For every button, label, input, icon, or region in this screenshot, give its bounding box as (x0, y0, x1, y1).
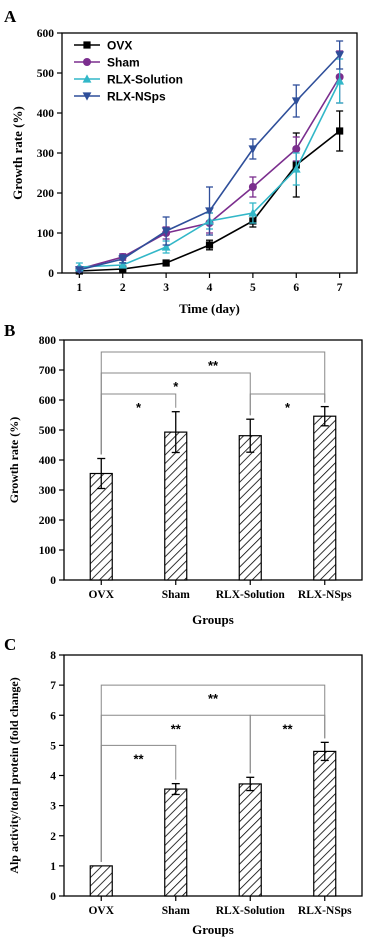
panel-c-x-tick-label: OVX (88, 905, 114, 917)
data-point-rlx-nsps (74, 266, 84, 275)
panel-a-x-tick-label: 7 (337, 282, 343, 294)
panel-c-x-tick-label: Sham (162, 905, 191, 917)
panel-a-y-tick-label: 300 (37, 148, 55, 160)
legend-marker-sham (83, 58, 91, 66)
panel-b-significance-label: * (136, 400, 142, 415)
legend-label-sham: Sham (107, 56, 140, 70)
panel-b-bar-rlx-nsps (313, 415, 337, 581)
panel-a-y-tick-label: 600 (37, 28, 55, 40)
data-point-rlx-nsps (161, 227, 171, 236)
panel-c-y-axis-label: Alp activity/total protein (fold change) (7, 677, 21, 873)
data-point-rlx-nsps (291, 97, 301, 106)
panel-b-y-tick-label: 800 (39, 335, 57, 347)
panel-c-bar-chart: C 0 1 2 3 4 5 6 7 8 OVX Sham RLX-Solution RLX-NSps Gro… (4, 635, 363, 937)
panel-b-bar-rlx-solution (238, 435, 262, 581)
data-point-rlx-nsps (248, 145, 258, 154)
panel-b-significance-label: * (285, 400, 291, 415)
legend-marker-rlx-nsps (82, 92, 92, 101)
panel-c-x-tick-label: RLX-Solution (216, 905, 286, 917)
data-point-rlx-solution (291, 164, 301, 173)
panel-b-significance-label: ** (208, 358, 219, 373)
panel-c-significance-label: ** (208, 691, 219, 706)
legend-label-rlx-solution: RLX-Solution (107, 73, 183, 87)
panel-c-bar-sham (164, 788, 188, 897)
panel-c-letter: C (4, 635, 16, 654)
panel-c-y-tick-label: 1 (50, 861, 56, 873)
panel-c-bar-ovx (89, 865, 113, 897)
series-line-rlx-solution (79, 80, 341, 268)
panel-b-x-tick-label: RLX-NSps (298, 589, 352, 601)
panel-b-x-tick-label: OVX (88, 589, 114, 601)
panel-a-y-tick-label: 400 (37, 108, 55, 120)
panel-b-x-tick-label: RLX-Solution (216, 589, 286, 601)
panel-b-y-tick-label: 300 (39, 485, 57, 497)
data-point-rlx-solution (161, 242, 171, 251)
panel-c-significance-label: ** (171, 721, 182, 736)
panel-b-bar-sham (164, 431, 188, 581)
data-point-rlx-solution (248, 208, 258, 217)
data-point-sham (248, 183, 257, 191)
panel-b-y-tick-label: 100 (39, 545, 57, 557)
panel-c-y-tick-label: 8 (50, 650, 56, 662)
panel-c-significance-label: ** (282, 721, 293, 736)
data-point-rlx-solution (118, 260, 128, 269)
panel-a-x-tick-label: 4 (207, 282, 213, 294)
data-point-ovx (119, 265, 127, 273)
panel-b-y-tick-label: 700 (39, 365, 57, 377)
panel-c-bar-rlx-nsps (313, 750, 337, 897)
data-point-rlx-solution (335, 76, 345, 85)
data-point-ovx (162, 259, 170, 267)
data-point-rlx-nsps (205, 207, 214, 216)
panel-c-significance-bracket (100, 684, 326, 862)
panel-a-y-tick-label: 100 (37, 228, 55, 240)
panel-a-x-axis-label: Time (day) (179, 301, 240, 316)
panel-a-y-tick-label: 500 (37, 68, 55, 80)
panel-a-x-tick-label: 6 (293, 282, 299, 294)
panel-b-y-tick-label: 400 (39, 455, 57, 467)
panel-b-y-axis-label: Growth rate (%) (7, 417, 21, 503)
panel-a-x-tick-label: 3 (163, 282, 169, 294)
legend-label-ovx: OVX (107, 39, 132, 53)
data-point-ovx (336, 127, 344, 135)
panel-b-bar-chart: B 0 100 200 300 400 500 600 700 800 OVX Sham RLX-Sol… (4, 321, 363, 627)
panel-a-x-tick-label: 2 (120, 282, 126, 294)
data-point-ovx (205, 241, 214, 249)
panel-a-y-axis-label: Growth rate (%) (10, 106, 25, 200)
legend-marker-rlx-solution (82, 74, 92, 83)
legend-label-rlx-nsps: RLX-NSps (107, 90, 166, 104)
panel-c-y-tick-label: 6 (50, 710, 56, 722)
panel-c-significance-label: ** (133, 751, 144, 766)
panel-c-y-tick-label: 3 (50, 801, 56, 813)
panel-c-y-tick-label: 7 (50, 680, 56, 692)
panel-b-y-tick-label: 500 (39, 425, 57, 437)
panel-c-y-tick-label: 4 (50, 771, 56, 783)
panel-b-significance-bracket (100, 351, 326, 455)
panel-c-x-axis-label: Groups (192, 922, 234, 937)
panel-b-significance-label: * (173, 379, 179, 394)
data-point-sham (292, 145, 301, 153)
panel-c-x-tick-label: RLX-NSps (298, 905, 352, 917)
panel-a-line-chart: A 0 100 200 300 400 500 600 1 2 3 4 5 6 7 Time (day) Gro… (4, 7, 358, 316)
panel-b-x-tick-label: Sham (162, 589, 191, 601)
panel-c-y-tick-label: 0 (50, 891, 56, 903)
panel-a-x-tick-label: 1 (76, 282, 82, 294)
panel-b-y-tick-label: 0 (50, 575, 56, 587)
panel-b-y-tick-label: 600 (39, 395, 57, 407)
panel-c-y-tick-label: 5 (50, 740, 56, 752)
panel-b-y-tick-label: 200 (39, 515, 57, 527)
panel-b-bar-ovx (89, 472, 113, 581)
panel-b-letter: B (4, 321, 15, 340)
panel-a-y-tick-label: 200 (37, 188, 55, 200)
panel-c-y-tick-label: 2 (50, 831, 56, 843)
panel-b-x-axis-label: Groups (192, 612, 234, 627)
data-point-rlx-nsps (335, 51, 345, 60)
panel-a-letter: A (4, 7, 17, 26)
panel-c-bar-rlx-solution (238, 783, 262, 897)
data-point-rlx-nsps (118, 255, 128, 264)
panel-a-y-tick-label: 0 (48, 268, 54, 280)
legend-marker-ovx (83, 41, 91, 49)
panel-a-x-tick-label: 5 (250, 282, 256, 294)
